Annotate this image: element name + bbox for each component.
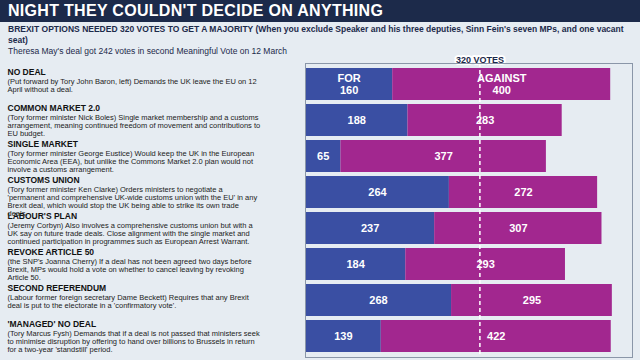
svg-text:139: 139 (334, 330, 352, 342)
svg-text:SINGLE MARKET: SINGLE MARKET (8, 139, 79, 149)
svg-text:(Tory former minister George E: (Tory former minister George Eustice) Wo… (8, 149, 255, 174)
svg-text:268: 268 (369, 294, 387, 306)
svg-text:SECOND REFERENDUM: SECOND REFERENDUM (8, 283, 107, 293)
svg-text:283: 283 (476, 114, 494, 126)
svg-text:272: 272 (514, 186, 532, 198)
svg-text:307: 307 (509, 222, 527, 234)
svg-text:CUSTOMS UNION: CUSTOMS UNION (8, 175, 80, 185)
svg-text:237: 237 (361, 222, 379, 234)
svg-text:(Tory Marcus Fysh) Demands tha: (Tory Marcus Fysh) Demands that if a dea… (8, 329, 260, 354)
svg-text:NO DEAL: NO DEAL (8, 67, 46, 77)
svg-text:(Jeremy Corbyn) Also involves: (Jeremy Corbyn) Also involves a comprehe… (8, 221, 254, 246)
svg-text:295: 295 (523, 294, 541, 306)
svg-text:(the SNP's Joanna Cherry) If a: (the SNP's Joanna Cherry) If a deal has … (8, 257, 252, 282)
svg-text:AGAINST400: AGAINST400 (477, 72, 527, 96)
svg-text:(Tory former minister Nick Bol: (Tory former minister Nick Boles) Single… (8, 113, 261, 138)
svg-text:(Tory former minister Ken Clar: (Tory former minister Ken Clarke) Orders… (8, 185, 258, 218)
svg-text:(Put forward by Tory John Baro: (Put forward by Tory John Baron, left) D… (8, 77, 257, 94)
svg-text:COMMON MARKET 2.0: COMMON MARKET 2.0 (8, 103, 101, 113)
svg-text:377: 377 (434, 150, 452, 162)
svg-text:FOR160: FOR160 (337, 72, 360, 96)
svg-text:65: 65 (317, 150, 329, 162)
svg-text:264: 264 (368, 186, 387, 198)
svg-text:'MANAGED' NO DEAL: 'MANAGED' NO DEAL (8, 319, 97, 329)
svg-text:(Labour former foreign secreta: (Labour former foreign secretary Dame Be… (8, 293, 250, 310)
svg-text:184: 184 (346, 258, 365, 270)
svg-text:188: 188 (348, 114, 366, 126)
svg-text:422: 422 (487, 330, 505, 342)
svg-text:REVOKE ARTICLE 50: REVOKE ARTICLE 50 (8, 247, 95, 257)
